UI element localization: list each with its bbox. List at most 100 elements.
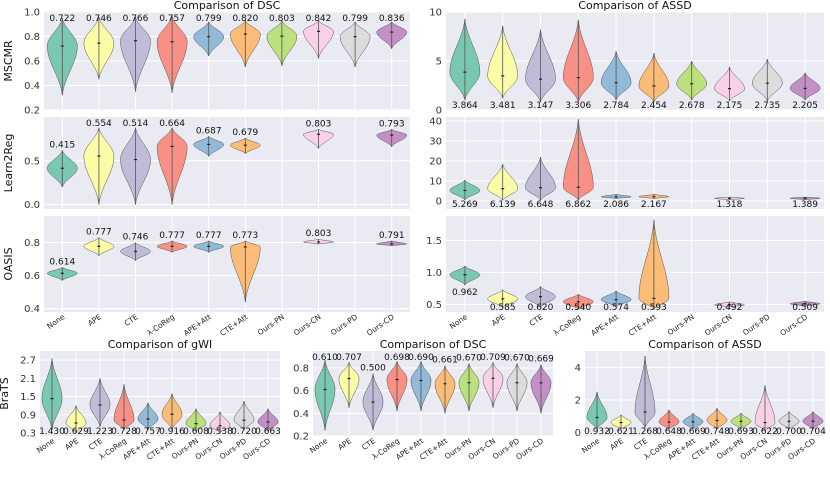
data-label: 0.757 (159, 14, 185, 24)
x-tick-label: None (448, 312, 470, 331)
data-label: 3.306 (565, 101, 591, 111)
data-label: 0.916 (159, 427, 185, 437)
y-tick-label: 2 (575, 396, 581, 407)
data-label: 0.574 (603, 303, 629, 313)
x-tick-label: None (45, 312, 67, 331)
x-tick-label: Ours-CN (703, 312, 734, 337)
y-tick-label: 1.5 (20, 392, 36, 403)
data-label: 0.704 (800, 427, 826, 437)
data-label: 0.793 (379, 119, 405, 129)
data-label: 0.648 (656, 427, 682, 437)
data-label: 0.669 (680, 427, 706, 437)
x-tick-label: APE+Att (182, 312, 213, 338)
chart-panel-6: 0.5 1.0 1.5 0.962 0.585 0.620 0.540 0.574 0.593 0… (426, 216, 824, 338)
x-tick-label: Ours-CD (778, 312, 809, 337)
data-label: 0.664 (159, 119, 185, 129)
y-tick-label: 0.5 (426, 300, 442, 311)
x-tick-label: Ours-CD (241, 436, 272, 461)
y-tick-label: 1.0 (24, 8, 40, 19)
data-label: 0.777 (86, 228, 112, 238)
y-tick-label: 1.0 (426, 268, 442, 279)
x-tick-label: Ours-CN (292, 312, 323, 337)
y-tick-label: 2.1 (20, 374, 36, 385)
y-tick-label: 0.4 (293, 409, 309, 420)
y-tick-label: 0 (436, 106, 442, 117)
y-tick-label: 10 (429, 177, 442, 188)
data-label: 0.698 (384, 353, 410, 363)
data-label: 2.735 (754, 101, 780, 111)
x-tick-label: APE (608, 436, 625, 452)
x-tick-label: Ours-PN (666, 312, 696, 337)
x-tick-label: None (580, 436, 602, 455)
y-tick-label: 0.2 (24, 106, 40, 117)
y-axis-label: MSCMR (2, 40, 15, 82)
data-label: 0.608 (183, 427, 209, 437)
y-tick-label: 20 (429, 157, 442, 168)
y-tick-label: 0 (436, 197, 442, 208)
data-label: 0.500 (360, 364, 386, 374)
data-label: 0.540 (565, 303, 591, 313)
data-label: 0.554 (86, 119, 112, 129)
data-label: 0.748 (704, 427, 730, 437)
x-tick-label: CTE+Att (627, 312, 658, 338)
chart-title: Comparison of DSC (174, 0, 281, 12)
y-tick-label: 0.5 (24, 156, 40, 167)
x-tick-label: CTE (632, 436, 649, 452)
y-axis-label: Learn2Reg (2, 134, 15, 193)
y-tick-label: 0.4 (24, 304, 40, 315)
data-label: 0.799 (196, 14, 222, 24)
data-label: 0.746 (86, 14, 112, 24)
y-tick-label: 0.3 (20, 428, 36, 439)
data-label: 2.205 (792, 101, 818, 111)
x-tick-label: CTE+Att (690, 436, 721, 462)
y-tick-label: 0.0 (24, 200, 40, 211)
chart-panel-9: 0 2 4 Comparison of ASSD 0.9320.6211.2680.64… (575, 338, 827, 462)
chart-panel-3: 0.4 0.6 0.8 OASIS 0.614 0.777 0.746 0.777 0.777 0… (2, 216, 410, 338)
data-label: 0.622 (752, 427, 778, 437)
x-tick-label: Ours-PD (329, 312, 359, 337)
data-label: 0.621 (608, 427, 634, 437)
x-tick-label: CTE+Att (418, 436, 449, 462)
y-tick-label: 0.6 (24, 57, 40, 68)
chart-title: Comparison of ASSD (648, 338, 761, 351)
y-tick-label: 1.5 (426, 236, 442, 247)
data-label: 0.799 (342, 14, 368, 24)
x-tick-label: APE (490, 312, 507, 328)
data-label: 0.842 (306, 14, 332, 24)
data-label: 0.663 (255, 427, 281, 437)
data-label: 0.492 (717, 303, 743, 313)
x-tick-label: CTE+Att (218, 312, 249, 338)
data-label: 0.777 (196, 231, 222, 241)
plot-area (44, 216, 410, 312)
x-tick-label: APE (63, 436, 80, 452)
x-tick-label: CTE (87, 436, 104, 452)
data-label: 2.167 (641, 200, 667, 210)
data-label: 0.773 (232, 231, 258, 241)
data-label: 2.678 (679, 101, 705, 111)
data-label: 0.962 (452, 288, 478, 298)
y-axis-label: OASIS (2, 247, 15, 280)
data-label: 0.791 (379, 231, 405, 241)
data-label: 2.784 (603, 101, 629, 111)
chart-panel-4: 0 5 10 Comparison of ASSD 3.864 3.481 3.147 3.3… (429, 0, 824, 117)
x-tick-label: CTE (123, 312, 140, 328)
data-label: 2.175 (717, 101, 743, 111)
data-label: 0.932 (584, 427, 610, 437)
y-tick-label: 0 (575, 428, 581, 439)
data-label: 2.454 (641, 101, 667, 111)
data-label: 6.139 (490, 200, 516, 210)
y-tick-label: 0.8 (24, 32, 40, 43)
data-label: 6.862 (565, 200, 591, 210)
data-label: 1.223 (87, 427, 113, 437)
x-tick-label: APE (86, 312, 103, 328)
x-tick-label: CTE (528, 312, 545, 328)
chart-panel-2: 0.0 0.5 Learn2Reg 0.415 0.554 0.514 0.664 0.687… (2, 117, 410, 211)
data-label: 3.147 (528, 101, 554, 111)
x-tick-label: None (35, 436, 57, 455)
data-label: 5.269 (452, 200, 478, 210)
data-label: 2.086 (603, 200, 629, 210)
data-label: 0.614 (49, 257, 75, 267)
data-label: 0.722 (49, 14, 75, 24)
x-tick-label: Ours-PD (741, 312, 771, 337)
